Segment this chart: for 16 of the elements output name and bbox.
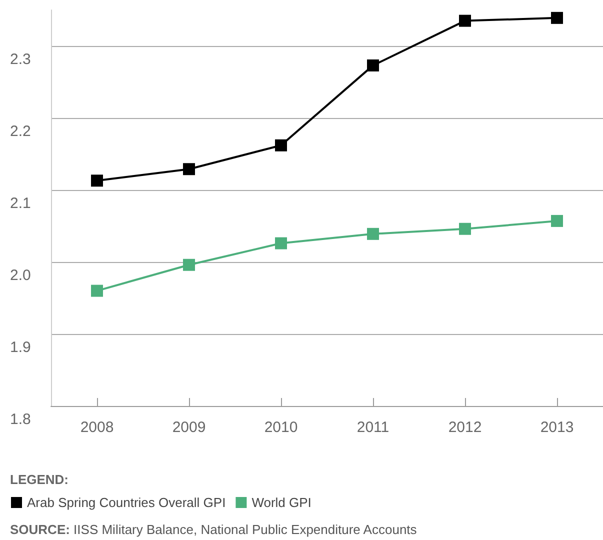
x-tick-label: 2009: [172, 419, 206, 436]
x-tick-label: 2011: [356, 419, 390, 436]
y-tick-label: 2.0: [10, 267, 31, 284]
source-note: SOURCE: IISS Military Balance, National Public Expenditure Accounts: [10, 522, 418, 537]
x-tick-label: 2013: [540, 419, 574, 436]
x-tick-label: 2008: [80, 419, 114, 436]
y-tick-label: 2.3: [10, 51, 31, 68]
x-tick-label: 2012: [448, 419, 482, 436]
y-tick-label: 1.8: [10, 411, 31, 428]
y-tick-label: 2.2: [10, 123, 31, 140]
legend-label: World GPI: [252, 495, 312, 510]
legend-title: LEGEND:: [10, 472, 68, 487]
legend-label: Arab Spring Countries Overall GPI: [27, 495, 226, 510]
x-tick-label: 2010: [264, 419, 298, 436]
y-tick-label: 1.9: [10, 339, 31, 356]
y-tick-label: 2.1: [10, 195, 31, 212]
